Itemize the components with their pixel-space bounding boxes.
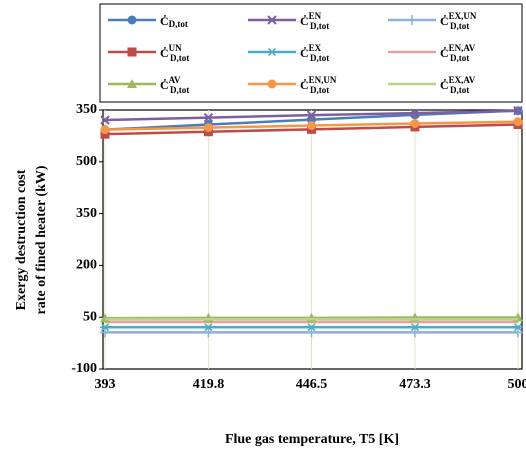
marker: [513, 105, 523, 116]
y-tick-label: 500: [76, 154, 97, 169]
marker: [513, 327, 523, 338]
marker: [203, 123, 213, 133]
legend-sub: D,tot: [170, 85, 189, 95]
marker: [100, 125, 110, 135]
legend-label: ĊUN D,tot: [160, 43, 189, 63]
legend-name: Ċ: [300, 14, 309, 28]
marker: [100, 323, 110, 332]
legend-name: Ċ: [440, 78, 449, 92]
legend-sub: D,tot: [310, 85, 329, 95]
x-tick-label: 473.3: [399, 377, 431, 392]
x-axis-title: Flue gas temperature, T5 [K]: [225, 432, 399, 447]
y-tick-label: -100: [71, 361, 97, 376]
legend-name: Ċ: [300, 46, 309, 60]
legend-marker: [267, 15, 277, 25]
legend-marker: [127, 47, 137, 57]
marker: [410, 108, 420, 118]
legend-marker: [127, 79, 137, 88]
legend-name: Ċ: [440, 14, 449, 28]
legend-sub: D,tot: [450, 85, 469, 95]
y-tick-label: 350: [76, 206, 97, 221]
marker: [203, 323, 214, 332]
marker: [410, 118, 420, 128]
x-tick-label: 500: [508, 377, 526, 392]
y-tick-label: 50: [83, 309, 97, 324]
legend-sup: EX,AV: [449, 75, 476, 85]
legend-sub: D,tot: [450, 53, 469, 63]
legend-sub: D,tot: [170, 53, 189, 63]
marker: [410, 110, 420, 120]
legend-name: Ċ: [440, 46, 449, 60]
plot-frame: [102, 109, 523, 370]
legend-name: Ċ: [160, 46, 169, 60]
legend-sup: EX,UN: [449, 11, 477, 21]
legend-sup: EX: [309, 43, 322, 53]
x-tick-label: 419.8: [193, 377, 225, 392]
marker: [409, 323, 420, 332]
legend-marker: [407, 15, 417, 25]
marker: [100, 327, 110, 338]
legend-label: ĊEN,AV D,tot: [440, 43, 476, 63]
legend-marker: [267, 47, 277, 57]
legend-label: ĊD,tot: [160, 14, 188, 29]
legend-name: Ċ: [300, 78, 309, 92]
legend-sub: D,tot: [310, 21, 329, 31]
legend-marker: [127, 15, 137, 25]
marker: [306, 323, 317, 332]
legend-sup: EN: [309, 11, 322, 21]
legend-sup: EN,AV: [449, 43, 476, 53]
marker: [306, 110, 317, 120]
legend-label: ĊEN D,tot: [300, 11, 329, 31]
legend-label: ĊEX,UN D,tot: [440, 11, 477, 31]
marker: [203, 327, 214, 338]
legend-sub: D,tot: [169, 19, 188, 29]
marker: [306, 327, 317, 338]
y-tick-label: 200: [76, 258, 97, 273]
marker: [409, 327, 420, 338]
legend-name: Ċ: [160, 14, 169, 28]
legend-label: ĊEX,AV D,tot: [440, 75, 476, 95]
legend-sub: D,tot: [310, 53, 329, 63]
legend-sub: D,tot: [450, 21, 469, 31]
legend-sup: EN,UN: [309, 75, 337, 85]
x-tick-label: 446.5: [296, 377, 328, 392]
legend-marker: [267, 79, 277, 89]
legend-box: [99, 3, 523, 103]
marker: [203, 112, 214, 123]
legend-sup: UN: [169, 43, 182, 53]
x-tick-label: 393: [95, 377, 116, 392]
y-axis-title: rate of fined heater (kW): [34, 165, 49, 314]
legend-label: ĊEX D,tot: [300, 43, 329, 63]
legend-name: Ċ: [160, 78, 169, 92]
marker: [307, 121, 316, 131]
marker: [100, 115, 110, 125]
marker: [513, 117, 523, 127]
legend-label: ĊEN,UN D,tot: [300, 75, 337, 95]
legend-sup: AV: [169, 75, 181, 85]
y-tick-label: 350: [76, 102, 97, 117]
y-axis-title: Exergy destruction cost: [14, 169, 29, 310]
legend-label: ĊAV D,tot: [160, 75, 189, 95]
marker: [513, 323, 523, 332]
